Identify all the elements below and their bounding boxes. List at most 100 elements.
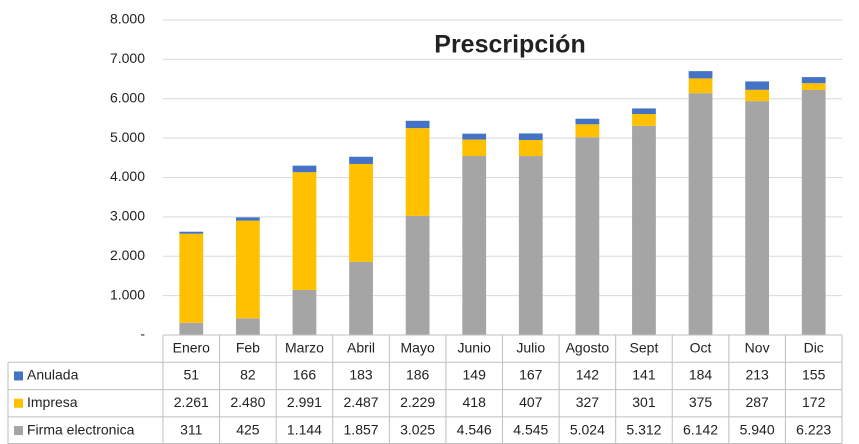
- bar-segment: [405, 120, 430, 129]
- x-tick-label: Nov: [745, 339, 770, 355]
- data-label: 425: [236, 421, 260, 437]
- data-label: 2.229: [400, 394, 435, 410]
- data-label: 5.024: [570, 421, 605, 437]
- data-label: 167: [519, 367, 543, 383]
- data-label: 1.857: [344, 421, 379, 437]
- data-label: 183: [349, 367, 373, 383]
- data-label: 149: [463, 367, 487, 383]
- data-label: 311: [180, 421, 203, 437]
- bar-segment: [405, 215, 430, 335]
- bar-segment: [179, 233, 204, 323]
- bar-segment: [632, 108, 656, 114]
- bar-segment: [349, 261, 373, 335]
- data-label: 1.144: [287, 421, 322, 437]
- x-tick-label: Mayo: [401, 339, 435, 355]
- bar-segment: [518, 133, 543, 141]
- bar-segment: [688, 78, 713, 94]
- bar-segment: [349, 163, 373, 262]
- data-label: 184: [689, 367, 713, 383]
- data-label: 6.223: [796, 421, 831, 437]
- data-label: 2.991: [287, 394, 322, 410]
- bar-segment: [462, 133, 487, 140]
- x-tick-label: Dic: [804, 339, 824, 355]
- y-tick-label: 8.000: [110, 11, 145, 27]
- bar-segment: [801, 83, 826, 90]
- bar-segment: [179, 231, 204, 234]
- legend-label: Anulada: [27, 367, 79, 383]
- bar-segment: [632, 113, 656, 126]
- y-tick-label: 7.000: [110, 50, 145, 66]
- bar-segment: [745, 81, 770, 90]
- legend-swatch: [14, 426, 23, 436]
- y-tick-label: 5.000: [110, 129, 145, 145]
- data-label: 2.487: [344, 394, 379, 410]
- data-label: 3.025: [400, 421, 435, 437]
- bar-segment: [801, 89, 826, 335]
- data-label: 142: [576, 367, 600, 383]
- bar-segment: [745, 89, 770, 102]
- x-tick-label: Junio: [457, 339, 491, 355]
- x-tick-label: Marzo: [285, 339, 324, 355]
- bar-segment: [688, 93, 713, 335]
- data-label: 172: [802, 394, 826, 410]
- data-label: 166: [293, 367, 317, 383]
- y-tick-label: 6.000: [110, 89, 145, 105]
- bar-segment: [632, 125, 656, 335]
- bar-segment: [518, 140, 543, 157]
- bar-segment: [575, 118, 600, 125]
- bar-segment: [235, 220, 260, 319]
- data-label: 5.312: [626, 421, 661, 437]
- chart-title: Prescripción: [434, 31, 585, 59]
- data-label: 5.940: [740, 421, 775, 437]
- bar-segment: [292, 289, 317, 335]
- x-tick-label: Enero: [173, 339, 211, 355]
- y-tick-label: 4.000: [110, 168, 145, 184]
- x-tick-label: Abril: [347, 339, 375, 355]
- x-tick-label: Sept: [630, 339, 659, 355]
- legend-label: Firma electronica: [27, 421, 135, 437]
- x-tick-label: Feb: [236, 339, 260, 355]
- data-label: 6.142: [683, 421, 718, 437]
- data-label: 186: [406, 367, 430, 383]
- x-tick-label: Julio: [516, 339, 545, 355]
- bar-segment: [235, 217, 260, 221]
- y-tick-label: 1.000: [110, 286, 145, 302]
- legend-swatch: [14, 398, 23, 408]
- y-tick-label: 2.000: [110, 247, 145, 263]
- data-label: 2.261: [174, 394, 209, 410]
- bar-segment: [575, 137, 600, 335]
- data-label: 4.546: [457, 421, 492, 437]
- data-label: 375: [689, 394, 713, 410]
- bar-segment: [349, 156, 373, 164]
- x-tick-label: Oct: [690, 339, 712, 355]
- bar-segment: [518, 156, 543, 335]
- data-label: 51: [184, 367, 200, 383]
- bar-segment: [801, 77, 826, 84]
- data-label: 418: [463, 394, 487, 410]
- data-label: 213: [745, 367, 769, 383]
- bar-segment: [688, 71, 713, 79]
- bar-segment: [462, 139, 487, 157]
- x-tick-label: Agosto: [566, 339, 610, 355]
- y-tick-label: -: [140, 326, 145, 342]
- bar-segment: [179, 322, 204, 335]
- data-label: 82: [240, 367, 256, 383]
- data-label: 327: [576, 394, 600, 410]
- data-label: 407: [519, 394, 543, 410]
- data-label: 2.480: [230, 394, 265, 410]
- y-tick-label: 3.000: [110, 208, 145, 224]
- bar-segment: [745, 101, 770, 335]
- data-label: 287: [745, 394, 769, 410]
- bar-segment: [292, 165, 317, 173]
- bar-segment: [405, 128, 430, 216]
- bar-segment: [292, 172, 317, 290]
- bar-segment: [235, 318, 260, 335]
- bar-segment: [462, 156, 487, 335]
- data-label: 141: [632, 367, 656, 383]
- data-label: 155: [802, 367, 826, 383]
- legend-swatch: [14, 371, 23, 381]
- data-label: 301: [632, 394, 656, 410]
- bar-segment: [575, 124, 600, 138]
- legend-label: Impresa: [27, 394, 78, 410]
